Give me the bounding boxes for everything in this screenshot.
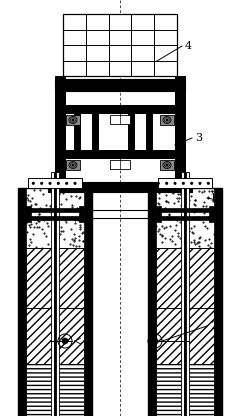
Text: 4: 4	[185, 41, 192, 51]
Ellipse shape	[164, 163, 169, 167]
Bar	[156, 248, 214, 308]
Bar	[55, 79, 185, 91]
Bar	[148, 188, 222, 416]
Bar	[65, 150, 175, 158]
Bar	[209, 206, 214, 222]
Bar	[28, 178, 82, 188]
Bar	[110, 115, 130, 124]
Bar	[160, 115, 174, 125]
Bar	[26, 208, 84, 212]
Ellipse shape	[164, 118, 169, 122]
Bar	[175, 76, 185, 188]
Text: 1: 1	[210, 193, 217, 203]
Bar	[66, 160, 80, 170]
Bar	[160, 160, 174, 170]
Bar	[26, 308, 84, 364]
Bar	[18, 188, 92, 416]
Bar	[128, 113, 134, 150]
Bar	[26, 216, 84, 220]
Bar	[48, 182, 192, 192]
Bar	[74, 113, 80, 150]
Ellipse shape	[72, 119, 74, 121]
Bar	[146, 113, 152, 150]
Bar	[51, 172, 54, 416]
Bar	[71, 113, 169, 150]
Text: 3: 3	[195, 133, 202, 143]
Bar	[181, 172, 184, 416]
Ellipse shape	[71, 163, 76, 167]
Circle shape	[152, 338, 158, 344]
Bar	[63, 14, 177, 76]
Bar	[65, 105, 175, 113]
Bar	[156, 308, 214, 364]
Bar	[148, 188, 156, 416]
Bar	[92, 113, 98, 150]
Circle shape	[62, 338, 68, 344]
Bar	[18, 188, 26, 416]
Bar	[66, 115, 80, 125]
Bar	[26, 248, 84, 308]
Bar	[92, 113, 98, 150]
Bar	[186, 172, 189, 416]
Bar	[84, 188, 92, 416]
Bar	[156, 364, 214, 416]
Bar	[79, 206, 84, 222]
Ellipse shape	[166, 164, 168, 166]
Bar	[128, 113, 134, 150]
Bar	[156, 208, 214, 212]
Bar	[146, 113, 152, 150]
Bar	[158, 178, 212, 188]
Bar	[54, 172, 56, 416]
Bar	[156, 216, 214, 220]
Bar	[74, 113, 80, 150]
Bar	[56, 172, 59, 416]
Ellipse shape	[166, 119, 168, 121]
Bar	[156, 206, 161, 222]
Text: 2: 2	[210, 321, 217, 331]
Ellipse shape	[72, 164, 74, 166]
Ellipse shape	[71, 118, 76, 122]
Bar	[214, 188, 222, 416]
Bar	[55, 76, 65, 188]
Bar	[26, 364, 84, 416]
Bar	[110, 160, 130, 169]
Bar	[184, 172, 186, 416]
Bar	[26, 206, 31, 222]
